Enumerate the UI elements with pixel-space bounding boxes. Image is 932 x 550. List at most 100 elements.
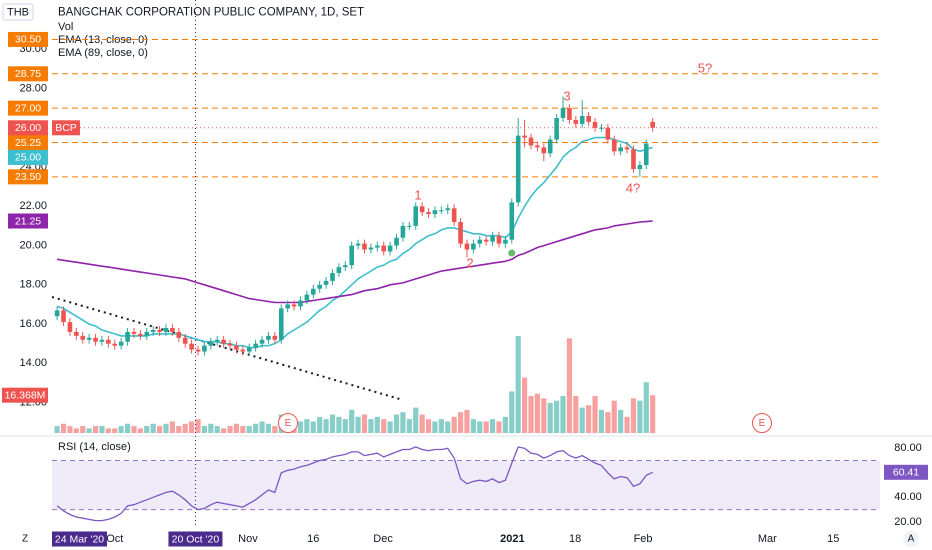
signal-dot: [508, 249, 516, 257]
volume-bar: [483, 421, 489, 433]
rsi-legend: RSI (14, close): [58, 441, 131, 453]
trend-line: [51, 296, 404, 401]
wave-label: 5?: [698, 60, 712, 75]
volume-bar: [297, 421, 304, 433]
cursor-label-bg: [168, 531, 223, 547]
candle-body: [86, 337, 92, 340]
wave-label: 4?: [626, 180, 640, 195]
volume-bar: [477, 421, 483, 433]
candle-body: [368, 247, 374, 250]
candle-body: [567, 108, 572, 120]
price-label: 26.00: [15, 122, 41, 134]
volume-bar: [265, 423, 272, 433]
candle-body: [387, 245, 393, 252]
candle-body: [611, 139, 617, 152]
volume-bar: [86, 428, 92, 433]
candle-body: [298, 300, 303, 307]
corner-label: A: [908, 534, 915, 545]
y-tick-label: 18.00: [19, 279, 47, 291]
volume-bar: [118, 426, 124, 433]
volume-bar: [445, 421, 451, 433]
volume-label-bg: [2, 387, 48, 403]
candle-body: [106, 339, 111, 344]
volume-label: 16.368M: [5, 389, 46, 401]
candle-body: [503, 239, 508, 244]
event-marker: [278, 413, 298, 433]
candle-body: [547, 139, 553, 154]
volume-bar: [579, 407, 585, 433]
level-label-bg: [8, 100, 48, 116]
volume-bar: [509, 391, 515, 433]
volume-bar: [227, 426, 233, 433]
candle-body: [400, 225, 406, 238]
candle-body: [599, 127, 604, 129]
candle-body: [112, 343, 118, 346]
ema-last-label: 25.00: [15, 152, 41, 164]
x-tick-label: Oct: [106, 533, 123, 545]
wave-label: 2: [466, 255, 473, 270]
candle-body: [304, 294, 310, 301]
ema-last-label-bg: [8, 213, 48, 229]
candle-body: [221, 339, 226, 344]
candle-body: [394, 237, 399, 246]
volume-bar: [534, 393, 541, 433]
volume-bar: [413, 407, 419, 433]
candle-body: [490, 235, 495, 242]
rsi-tick-label: 20.00: [894, 516, 922, 528]
candle-body: [285, 304, 290, 309]
candle-body: [554, 117, 559, 140]
candle-body: [246, 347, 252, 352]
volume-bar: [131, 426, 137, 433]
volume-bar: [137, 428, 143, 433]
volume-bar: [144, 426, 150, 433]
candle-body: [541, 147, 547, 154]
candle-body: [54, 310, 60, 317]
volume-bar: [624, 416, 630, 433]
volume-bar: [438, 419, 444, 433]
volume-bar: [317, 416, 323, 433]
volume-bar: [323, 419, 329, 433]
volume-bar: [393, 414, 400, 433]
volume-bar: [189, 421, 195, 433]
volume-bar: [259, 421, 265, 433]
volume-bar: [470, 419, 476, 433]
volume-bar: [163, 423, 169, 433]
volume-bar: [112, 428, 118, 433]
rsi-last-label: 60.41: [893, 467, 919, 479]
candle-body: [496, 235, 502, 244]
candle-body: [439, 210, 444, 212]
volume-bar: [272, 426, 278, 433]
level-label-bg: [8, 169, 48, 185]
x-tick-label: 18: [569, 533, 581, 545]
volume-bar: [560, 396, 566, 433]
volume-bar: [643, 382, 649, 433]
candle-body: [515, 135, 521, 203]
volume-bar: [630, 398, 637, 433]
candle-body: [381, 245, 387, 252]
ema-last-label: 21.25: [15, 215, 41, 227]
candle-body: [605, 127, 611, 140]
corner-button[interactable]: [903, 531, 919, 547]
start-date-label: 24 Mar '20: [55, 533, 104, 545]
candle-body: [272, 335, 278, 340]
candle-body: [67, 322, 73, 332]
candle-body: [214, 339, 220, 342]
volume-bar: [246, 426, 252, 433]
candle-body: [650, 121, 655, 128]
x-tick-label: Nov: [238, 533, 258, 545]
volume-bar: [67, 426, 73, 433]
wave-label: 1: [414, 187, 421, 202]
candle-body: [407, 225, 412, 227]
candle-body: [93, 337, 98, 342]
y-tick-label: 22.00: [19, 200, 47, 212]
volume-bar: [342, 419, 348, 433]
volume-bar: [464, 409, 470, 433]
volume-bar: [637, 400, 643, 433]
x-tick-label: 2021: [500, 533, 524, 545]
candle-body: [375, 245, 380, 248]
candle-body: [291, 304, 297, 307]
candle-body: [464, 243, 470, 250]
candle-body: [144, 331, 150, 336]
volume-bar: [92, 426, 99, 433]
candle-body: [202, 345, 207, 352]
